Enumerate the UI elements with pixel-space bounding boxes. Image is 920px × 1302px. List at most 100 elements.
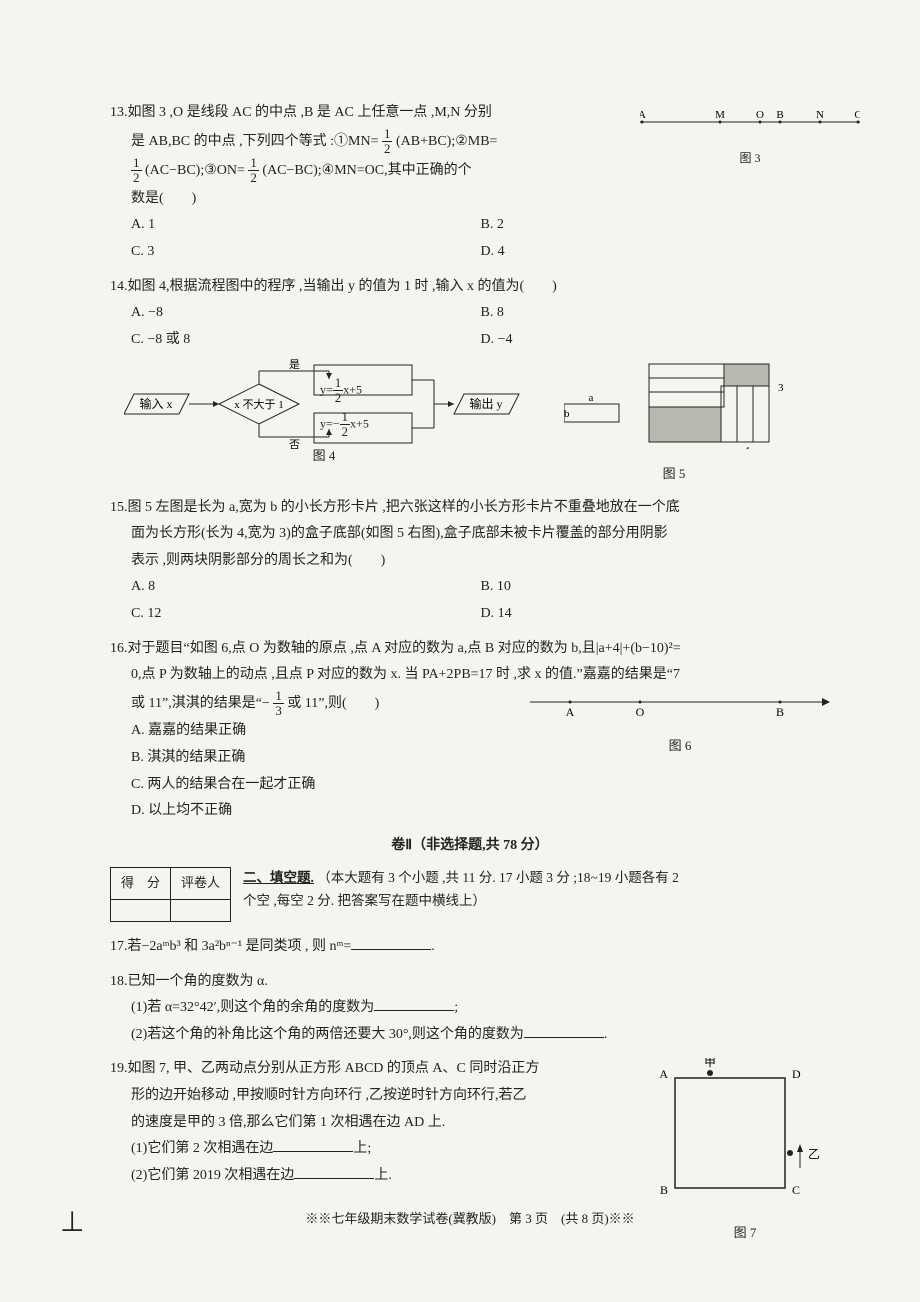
q18-p1a: (1)若 α=32°42′,则这个角的余角的度数为 bbox=[131, 1000, 374, 1015]
marker-cell[interactable] bbox=[171, 900, 231, 922]
q17-line: 17.若−2aᵐb³ 和 3a²bⁿ⁻¹ 是同类项 , 则 nᵐ=. bbox=[110, 934, 830, 961]
frac-d: 2 bbox=[340, 425, 351, 439]
svg-text:甲: 甲 bbox=[704, 1058, 716, 1069]
choice-c: C. 12 bbox=[131, 601, 481, 628]
q18-p2b: . bbox=[604, 1027, 608, 1042]
q18-p2: (2)若这个角的补角比这个角的两倍还要大 30°,则这个角的度数为. bbox=[110, 1022, 830, 1049]
choice-a: A. 8 bbox=[131, 574, 481, 601]
q14-choices: A. −8 B. 8 bbox=[110, 300, 830, 327]
q15-line3: 表示 ,则两块阴影部分的周长之和为( ) bbox=[110, 548, 830, 575]
q13-choices-2: C. 3 D. 4 bbox=[110, 239, 830, 266]
svg-text:b: b bbox=[564, 408, 570, 420]
svg-text:O: O bbox=[636, 705, 645, 719]
section-2-title: 卷Ⅱ（非选择题,共 78 分） bbox=[110, 833, 830, 860]
q13-text3c: (AC−BC);④MN=OC,其中正确的个 bbox=[262, 163, 471, 178]
frac-n: 1 bbox=[273, 689, 284, 704]
blank-input[interactable] bbox=[524, 1024, 604, 1038]
figure-6: A O B 图 6 bbox=[530, 692, 830, 759]
figure-7-caption: 图 7 bbox=[650, 1221, 840, 1246]
svg-text:a: a bbox=[589, 392, 594, 404]
q13-choices: A. 1 B. 2 bbox=[110, 212, 830, 239]
q18-line: 18.已知一个角的度数为 α. bbox=[110, 969, 830, 996]
blank-input[interactable] bbox=[351, 936, 431, 950]
question-13: A M O B N C 图 3 13.如图 3 ,O 是线段 AC 的中点 ,B… bbox=[110, 100, 830, 266]
svg-text:输出 y: 输出 y bbox=[469, 396, 502, 411]
frac-n: 1 bbox=[382, 127, 393, 142]
q16-line1: 16.对于题目“如图 6,点 O 为数轴的原点 ,点 A 对应的数为 a,点 B… bbox=[110, 636, 830, 663]
q16-line2: 0,点 P 为数轴上的动点 ,且点 P 对应的数为 x. 当 PA+2PB=17… bbox=[110, 662, 830, 689]
f2a: y=− bbox=[320, 416, 340, 430]
fraction-third: 13 bbox=[273, 689, 284, 719]
choice-a: A. 1 bbox=[131, 212, 481, 239]
sec2-head-a: 二、填空题. bbox=[243, 870, 314, 885]
blank-input[interactable] bbox=[374, 997, 454, 1011]
figure-5-caption: 图 5 bbox=[564, 462, 784, 487]
svg-text:否: 否 bbox=[289, 439, 300, 449]
choice-c: C. 3 bbox=[131, 239, 481, 266]
svg-text:M: M bbox=[715, 110, 725, 121]
svg-text:O: O bbox=[756, 110, 764, 121]
q15-choices: A. 8 B. 10 bbox=[110, 574, 830, 601]
svg-text:B: B bbox=[776, 110, 783, 121]
q14-number: 14. bbox=[110, 279, 128, 294]
choice-d: D. 以上均不正确 bbox=[110, 798, 830, 825]
svg-text:3: 3 bbox=[778, 382, 784, 394]
sec2-head-b: （本大题有 3 个小题 ,共 11 分. 17 小题 3 分 ;18~19 小题… bbox=[317, 870, 679, 885]
choice-b: B. 8 bbox=[481, 300, 831, 327]
svg-text:C: C bbox=[854, 110, 860, 121]
q13-line4: 数是( ) bbox=[110, 186, 830, 213]
svg-text:输入 x: 输入 x bbox=[139, 396, 172, 411]
figure-5-svg: a b b 3 4 bbox=[564, 359, 784, 449]
q15-line1: 15.图 5 左图是长为 a,宽为 b 的小长方形卡片 ,把六张这样的小长方形卡… bbox=[110, 495, 830, 522]
svg-text:N: N bbox=[816, 110, 824, 121]
q15-choices-2: C. 12 D. 14 bbox=[110, 601, 830, 628]
blank-input[interactable] bbox=[273, 1138, 353, 1152]
choice-d: D. −4 bbox=[481, 327, 831, 354]
q16-text3a: 或 11”,淇淇的结果是“− bbox=[131, 696, 270, 711]
blank-input[interactable] bbox=[294, 1165, 374, 1179]
svg-text:A: A bbox=[566, 705, 575, 719]
fraction-half: 12 bbox=[333, 376, 344, 406]
frac-n: 1 bbox=[340, 410, 351, 425]
fraction-half: 12 bbox=[340, 410, 351, 440]
q13-text3b: (AC−BC);③ON= bbox=[145, 163, 245, 178]
q19-number: 19. bbox=[110, 1061, 128, 1076]
choice-d: D. 14 bbox=[481, 601, 831, 628]
section-2-header: 得 分评卷人 二、填空题. （本大题有 3 个小题 ,共 11 分. 17 小题… bbox=[110, 867, 830, 926]
svg-text:4: 4 bbox=[744, 445, 750, 449]
choice-d: D. 4 bbox=[481, 239, 831, 266]
q16-text1: 对于题目“如图 6,点 O 为数轴的原点 ,点 A 对应的数为 a,点 B 对应… bbox=[128, 641, 681, 656]
figure-6-caption: 图 6 bbox=[530, 734, 830, 759]
q18-text: 已知一个角的度数为 α. bbox=[128, 974, 268, 989]
question-16: 16.对于题目“如图 6,点 O 为数轴的原点 ,点 A 对应的数为 a,点 B… bbox=[110, 636, 830, 825]
q16-number: 16. bbox=[110, 641, 128, 656]
choice-c: C. 两人的结果合在一起才正确 bbox=[110, 772, 830, 799]
q19-text1: 如图 7, 甲、乙两动点分别从正方形 ABCD 的顶点 A、C 同时沿正方 bbox=[128, 1061, 540, 1076]
f2b: x+5 bbox=[350, 416, 369, 430]
figure-3-caption: 图 3 bbox=[640, 147, 860, 170]
frac-d: 2 bbox=[333, 391, 344, 405]
frac-n: 1 bbox=[248, 156, 259, 171]
figure-7: A D B C 甲 乙 图 7 bbox=[650, 1058, 840, 1245]
q18-number: 18. bbox=[110, 974, 128, 989]
figures-row: 输入 x x 不大于 1 是 否 bbox=[110, 359, 830, 486]
choice-c: C. −8 或 8 bbox=[131, 327, 481, 354]
fraction-half: 12 bbox=[131, 156, 142, 186]
question-15: 15.图 5 左图是长为 a,宽为 b 的小长方形卡片 ,把六张这样的小长方形卡… bbox=[110, 495, 830, 628]
q18-p1: (1)若 α=32°42′,则这个角的余角的度数为; bbox=[110, 995, 830, 1022]
q19-p1a: (1)它们第 2 次相遇在边 bbox=[131, 1141, 273, 1156]
svg-text:D: D bbox=[792, 1067, 801, 1081]
sec2-head-c: 个空 ,每空 2 分. 把答案写在题中横线上） bbox=[243, 893, 486, 908]
q16-text3b: 或 11”,则( ) bbox=[287, 696, 379, 711]
svg-text:乙: 乙 bbox=[808, 1147, 820, 1161]
score-h1: 得 分 bbox=[111, 868, 171, 900]
q13-text1: 如图 3 ,O 是线段 AC 的中点 ,B 是 AC 上任意一点 ,M,N 分别 bbox=[128, 105, 492, 120]
frac-d: 2 bbox=[248, 171, 259, 185]
score-cell[interactable] bbox=[111, 900, 171, 922]
question-17: 17.若−2aᵐb³ 和 3a²bⁿ⁻¹ 是同类项 , 则 nᵐ=. bbox=[110, 934, 830, 961]
svg-text:A: A bbox=[640, 110, 646, 121]
q13-text2b: (AB+BC);②MB= bbox=[396, 134, 497, 149]
score-table: 得 分评卷人 bbox=[110, 867, 231, 922]
f1b: x+5 bbox=[343, 382, 362, 396]
svg-text:x 不大于 1: x 不大于 1 bbox=[234, 397, 284, 411]
